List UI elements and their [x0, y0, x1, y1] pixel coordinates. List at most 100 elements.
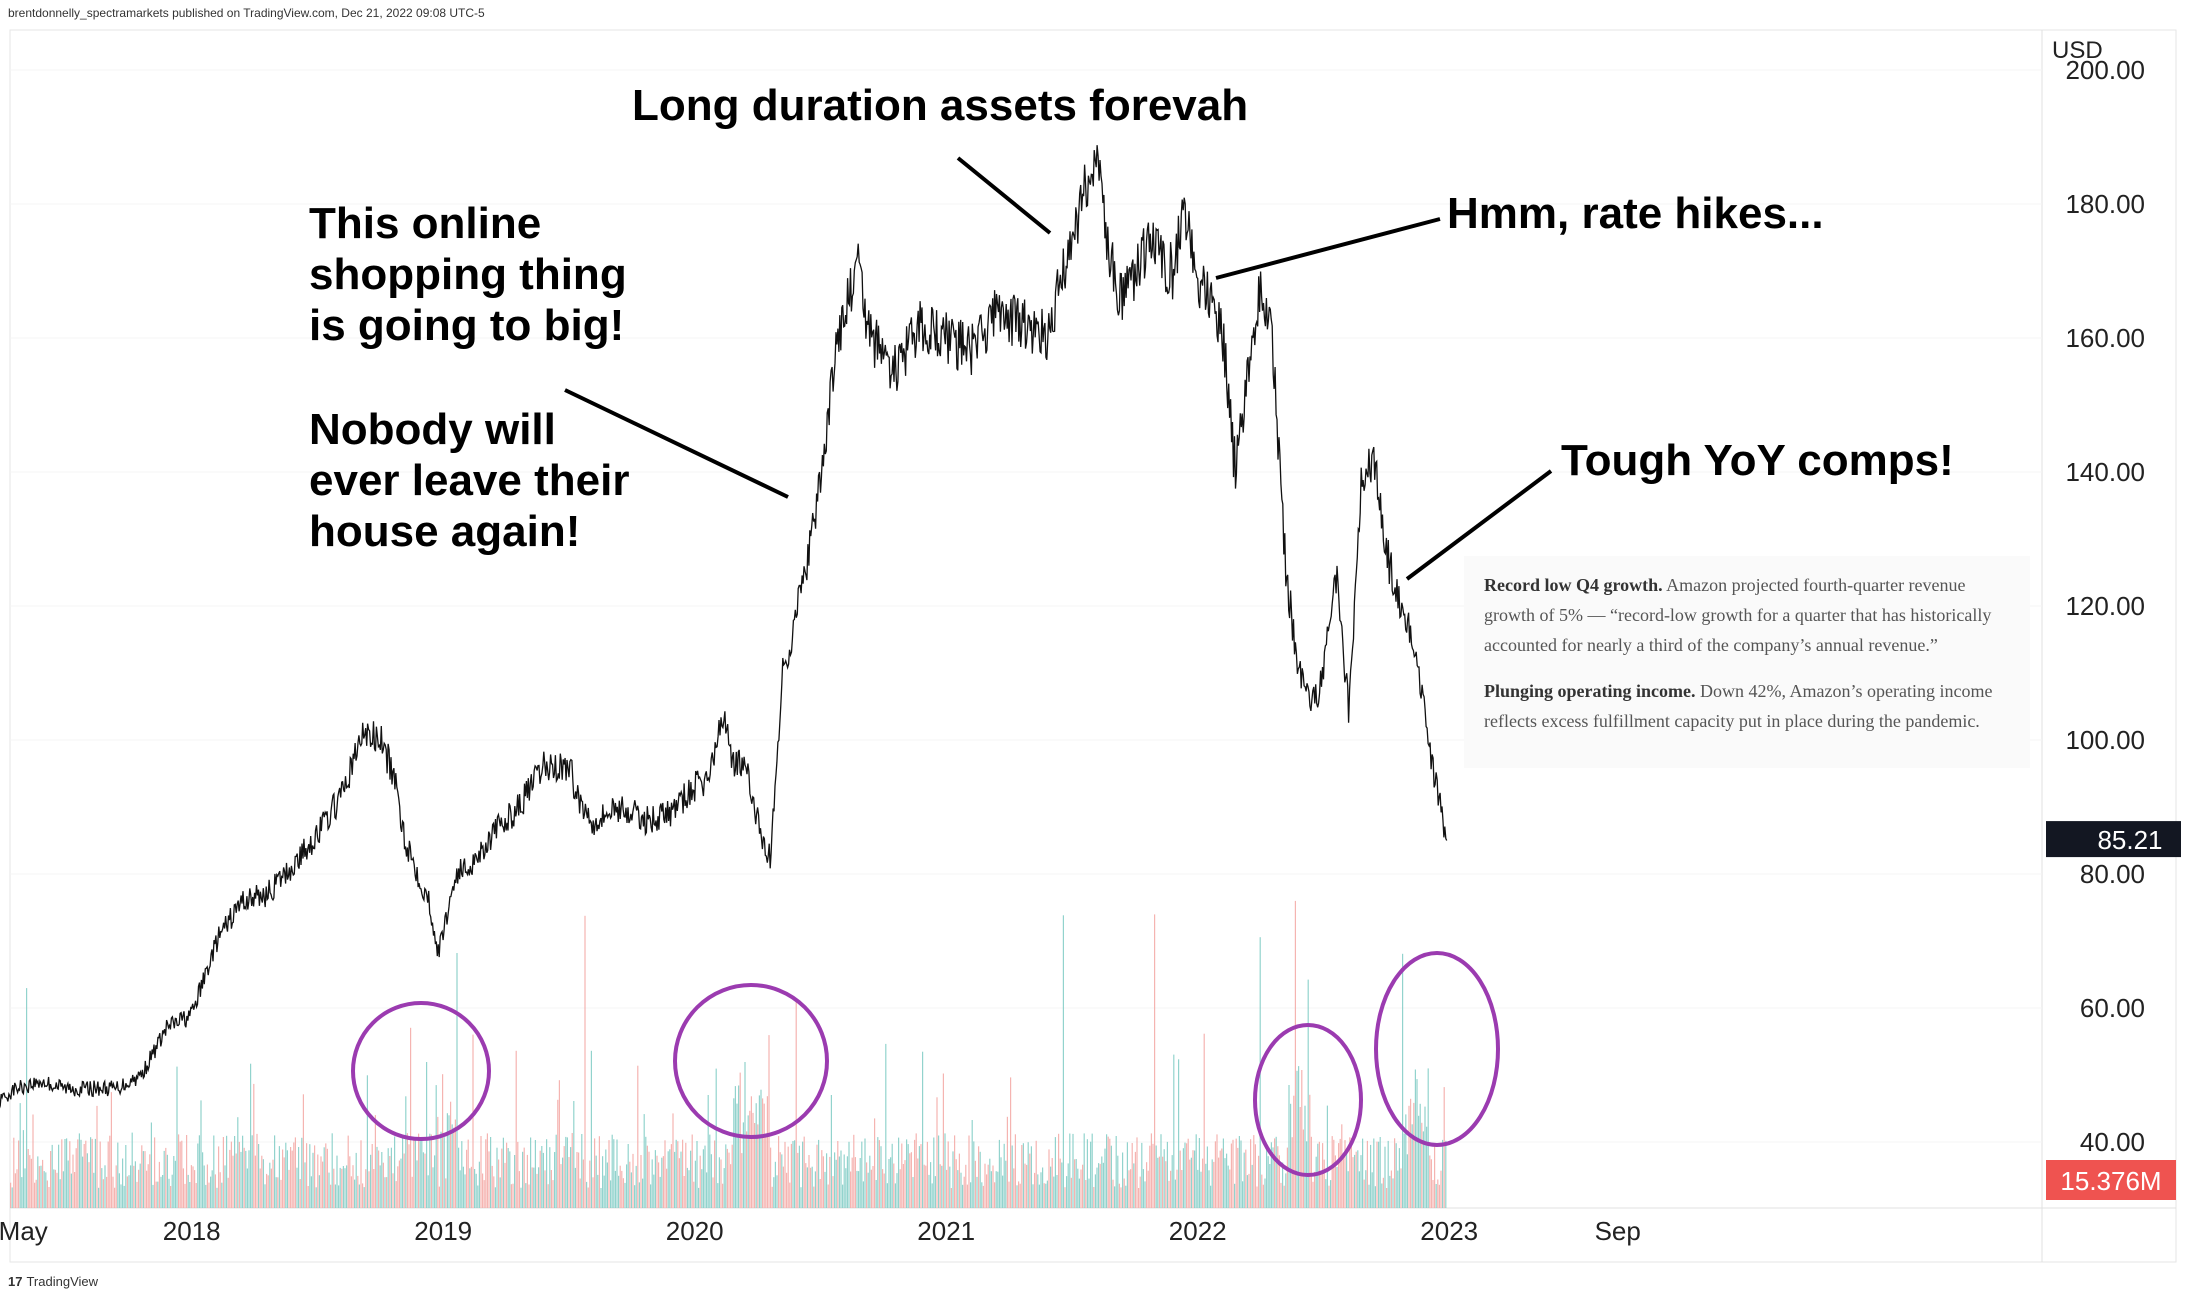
volume-bar	[1034, 1172, 1036, 1208]
volume-bar	[1336, 1166, 1338, 1208]
volume-bar	[1046, 1180, 1048, 1208]
volume-bar	[389, 1156, 391, 1208]
volume-bar	[320, 1156, 322, 1208]
volume-bar	[318, 1175, 320, 1208]
volume-bar	[256, 1133, 258, 1208]
volume-bar	[821, 1150, 823, 1208]
y-tick-label: 200.00	[2065, 55, 2145, 85]
volume-bar	[378, 1150, 380, 1208]
volume-bar	[1424, 1106, 1426, 1208]
volume-bar	[816, 1144, 818, 1208]
volume-bar	[933, 1137, 935, 1208]
volume-bar	[411, 1176, 413, 1208]
volume-bar	[1131, 1143, 1133, 1208]
volume-bar	[1170, 1170, 1172, 1208]
y-tick-label: 100.00	[2065, 725, 2145, 755]
volume-bar	[947, 1141, 949, 1208]
volume-bar	[101, 1168, 103, 1208]
volume-bar	[200, 1100, 202, 1208]
volume-bar	[222, 1137, 224, 1208]
volume-bar	[811, 1166, 813, 1208]
volume-bar	[1264, 1178, 1266, 1208]
volume-bar	[1030, 1146, 1032, 1208]
volume-bar	[1011, 1145, 1013, 1208]
last-volume-badge	[2046, 1160, 2176, 1200]
volume-bar	[1352, 1157, 1354, 1208]
volume-bar	[112, 1176, 114, 1208]
volume-bar	[1304, 1105, 1306, 1208]
volume-bar	[302, 1094, 304, 1208]
volume-bar	[522, 1151, 524, 1208]
volume-bar	[1400, 1168, 1402, 1208]
volume-bar	[782, 1166, 784, 1208]
volume-bar	[1238, 1136, 1240, 1208]
volume-bar	[1232, 1139, 1234, 1208]
volume-bar	[270, 1168, 272, 1208]
volume-bar	[1162, 1156, 1164, 1208]
volume-bar	[1109, 1138, 1111, 1208]
volume-bar	[643, 1114, 645, 1208]
volume-bar	[1085, 1180, 1087, 1208]
volume-bar	[342, 1166, 344, 1208]
volume-bar	[878, 1140, 880, 1208]
volume-bar	[858, 1171, 860, 1208]
volume-bar	[1214, 1141, 1216, 1208]
volume-bar	[850, 1171, 852, 1208]
tradingview-footer[interactable]: 17 TradingView	[8, 1274, 98, 1289]
volume-bar	[1160, 1134, 1162, 1208]
annotation-text: Nobody will ever leave their house again!	[309, 405, 629, 556]
volume-bar	[613, 1139, 615, 1208]
price-series	[0, 145, 1448, 1109]
y-tick-label: 60.00	[2080, 993, 2145, 1023]
volume-bar	[1168, 1180, 1170, 1208]
volume-bar	[365, 1169, 367, 1208]
volume-bar	[155, 1181, 157, 1208]
volume-bar	[1334, 1155, 1336, 1208]
volume-bar	[272, 1159, 274, 1208]
annotation-arrow	[956, 156, 1052, 235]
volume-bar	[1347, 1171, 1349, 1208]
volume-bar	[597, 1174, 599, 1208]
volume-bar	[1219, 1150, 1221, 1208]
volume-bar	[1250, 1139, 1252, 1208]
volume-bar	[363, 1187, 365, 1208]
volume-bar	[192, 1166, 194, 1208]
volume-bar	[1091, 1133, 1093, 1208]
volume-bar	[110, 1092, 112, 1208]
volume-bar	[926, 1141, 928, 1208]
volume-bar	[1248, 1173, 1250, 1208]
volume-bar	[542, 1152, 544, 1208]
volume-bar	[984, 1163, 986, 1208]
volume-bar	[971, 1120, 973, 1208]
volume-bar	[61, 1139, 63, 1208]
volume-bar	[1254, 1144, 1256, 1208]
volume-bar	[126, 1176, 128, 1208]
volume-bar	[299, 1179, 301, 1208]
volume-bar	[426, 1062, 428, 1208]
volume-bar	[1426, 1126, 1428, 1208]
volume-bar	[1261, 1174, 1263, 1208]
volume-bar	[37, 1156, 39, 1208]
volume-bar	[653, 1174, 655, 1208]
volume-bar	[70, 1173, 72, 1208]
volume-bar	[520, 1187, 522, 1208]
volume-bar	[587, 1187, 589, 1208]
volume-bar	[634, 1185, 636, 1208]
note-p1-text: Amazon projected fourth-quarter revenue …	[1484, 575, 1992, 655]
volume-bar	[1373, 1138, 1375, 1208]
volume-bar	[530, 1137, 532, 1208]
volume-bar	[1429, 1155, 1431, 1208]
volume-bar	[99, 1141, 101, 1208]
volume-bar	[757, 1124, 759, 1208]
volume-bar	[731, 1144, 733, 1208]
volume-bar	[624, 1182, 626, 1208]
volume-bar	[1251, 1164, 1253, 1208]
volume-bar	[373, 1169, 375, 1208]
volume-bar	[1227, 1165, 1229, 1208]
volume-bar	[435, 1085, 437, 1208]
volume-bar	[1374, 1186, 1376, 1208]
y-axis[interactable]: 40.00 60.00 80.00 100.00 120.00 140.00 160.00 1…	[2052, 37, 2145, 1157]
x-axis[interactable]: May 2018 2019 2020 2021 2022 2023 Sep	[0, 1216, 1641, 1246]
volume-bar	[1392, 1178, 1394, 1208]
volume-bar	[290, 1147, 292, 1208]
